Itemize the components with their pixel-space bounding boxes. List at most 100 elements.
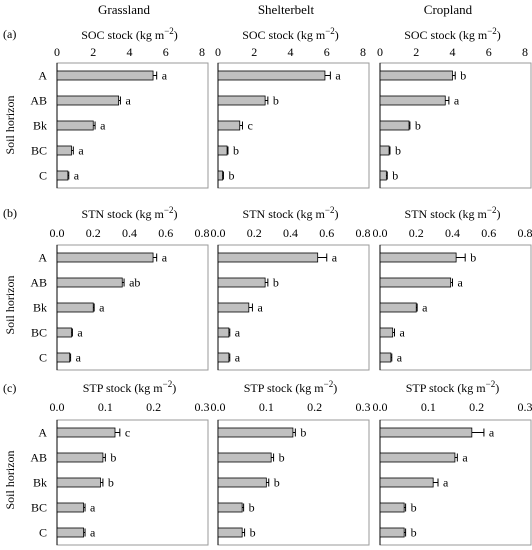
tick-label: 0.4 <box>283 226 298 240</box>
bar <box>217 95 266 106</box>
significance-letter: a <box>76 351 82 365</box>
significance-letter: b <box>415 119 421 133</box>
row-letter: (c) <box>3 381 16 395</box>
significance-letter: a <box>443 476 449 490</box>
axis-title-sup: −2 <box>324 379 334 389</box>
tick-label: 6 <box>163 45 169 59</box>
bar <box>217 145 228 156</box>
significance-letter: a <box>235 326 241 340</box>
significance-letter: b <box>110 451 116 465</box>
bar <box>56 120 94 131</box>
axis-title-main: STN stock (kg m <box>243 207 326 221</box>
axis-title-sup: −2 <box>486 379 496 389</box>
tick-label: 8 <box>199 45 205 59</box>
bar <box>379 527 405 538</box>
significance-letter: a <box>162 251 168 265</box>
tick-label: 0.0 <box>373 226 388 240</box>
category-label: BC <box>31 326 47 340</box>
tick-label: 0.6 <box>319 226 334 240</box>
axis-title: STP stock (kg m−2) <box>244 379 337 395</box>
bar <box>56 95 120 106</box>
axis-title-main: SOC stock (kg m <box>242 28 326 42</box>
tick-label: 0.2 <box>469 400 484 414</box>
axis-title-sup: −2 <box>164 205 174 215</box>
significance-letter: b <box>249 501 255 515</box>
tick-label: 0.1 <box>259 400 274 414</box>
significance-letter: a <box>332 251 338 265</box>
bar <box>379 145 390 156</box>
tick-label: 4 <box>127 45 133 59</box>
tick-label: 0.0 <box>211 226 226 240</box>
bar <box>217 427 294 438</box>
category-label: AB <box>30 94 47 108</box>
significance-letter: b <box>392 169 398 183</box>
tick-label: 0.8 <box>518 226 532 240</box>
axis-title-main: SOC stock (kg m <box>404 28 488 42</box>
significance-letter: a <box>74 169 80 183</box>
category-label: C <box>39 526 47 540</box>
axis-title-main: STP stock (kg m <box>406 381 487 395</box>
tick-label: 0.6 <box>481 226 496 240</box>
significance-letter: b <box>108 476 114 490</box>
axis-title-end: ) <box>334 207 338 221</box>
category-label: C <box>39 169 47 183</box>
category-label: Bk <box>33 476 47 490</box>
category-label: BC <box>31 144 47 158</box>
panel-0-0: SOC stock (kg m−2) 0 2 4 6 8 A a AB a Bk a BC a C a <box>30 26 209 189</box>
y-axis-label: Soil horizon <box>3 96 17 155</box>
significance-letter: a <box>489 426 495 440</box>
tick-label: 0.2 <box>247 226 262 240</box>
category-label: A <box>38 426 47 440</box>
significance-letter: a <box>422 301 428 315</box>
bar <box>379 170 387 181</box>
significance-letter: b <box>279 451 285 465</box>
bar <box>379 302 417 313</box>
tick-label: 0.8 <box>356 226 371 240</box>
axis-title-sup: −2 <box>325 205 335 215</box>
tick-label: 0.0 <box>50 400 65 414</box>
bar <box>56 502 84 513</box>
significance-letter: a <box>235 351 241 365</box>
tick-label: 2 <box>90 45 96 59</box>
significance-letter: a <box>78 144 84 158</box>
column-title-shelterbelt: Shelterbelt <box>258 2 315 17</box>
bar <box>56 327 72 338</box>
axis-title-end: ) <box>333 381 337 395</box>
tick-label: 0.4 <box>445 226 460 240</box>
bar <box>379 477 434 488</box>
category-label: Bk <box>33 301 47 315</box>
tick-label: 0.2 <box>146 400 161 414</box>
bar <box>379 502 405 513</box>
axis-title-end: ) <box>496 207 500 221</box>
significance-letter: a <box>77 326 83 340</box>
column-title-grassland: Grassland <box>98 2 150 17</box>
significance-letter: b <box>273 276 279 290</box>
significance-letter: a <box>257 301 263 315</box>
axis-title-main: STN stock (kg m <box>82 207 165 221</box>
significance-letter: b <box>274 476 280 490</box>
significance-letter: b <box>395 144 401 158</box>
bar <box>379 120 410 131</box>
significance-letter: b <box>233 144 239 158</box>
panel-1-0: STN stock (kg m−2) 0.0 0.2 0.4 0.6 0.8 A a AB ab B… <box>30 205 210 371</box>
bar <box>217 120 241 131</box>
tick-label: 0.0 <box>50 226 65 240</box>
axis-title: SOC stock (kg m−2) <box>81 26 178 42</box>
column-title-cropland: Cropland <box>424 2 473 17</box>
bar <box>56 277 123 288</box>
bar <box>217 452 272 463</box>
axis-title: STP stock (kg m−2) <box>406 379 499 395</box>
category-label: AB <box>30 451 47 465</box>
significance-letter: c <box>125 426 130 440</box>
bar <box>217 70 326 81</box>
axis-title-main: STP stock (kg m <box>244 381 325 395</box>
bar <box>217 252 319 263</box>
row-letter: (b) <box>3 206 17 220</box>
tick-label: 0.3 <box>518 400 532 414</box>
axis-title-main: SOC stock (kg m <box>81 28 165 42</box>
axis-title-main: STP stock (kg m <box>83 381 164 395</box>
bar <box>217 502 243 513</box>
